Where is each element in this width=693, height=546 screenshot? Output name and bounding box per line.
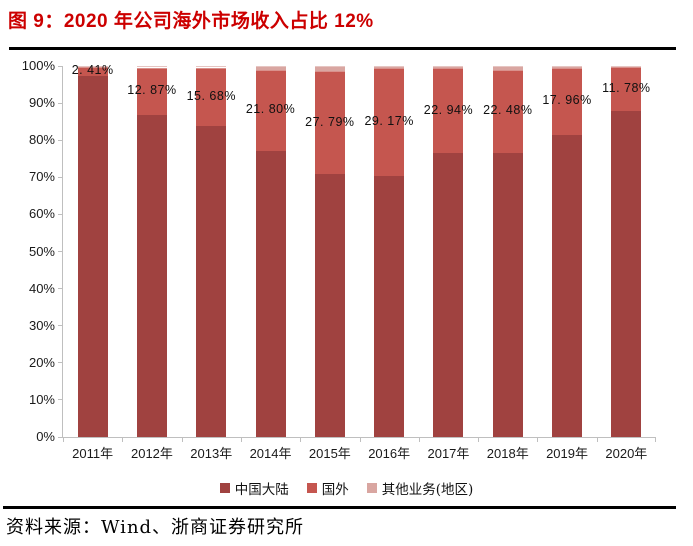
legend-item: 中国大陆: [219, 478, 289, 498]
bar-segment-foreign: [314, 71, 345, 175]
y-tick-label: 40%: [28, 280, 55, 296]
bar-segment-mainland: [611, 110, 642, 437]
bar-segment-foreign: [611, 67, 642, 111]
x-tick-mark: [655, 438, 656, 442]
x-tick-mark: [537, 438, 539, 442]
x-tick-label: 2019年: [546, 446, 588, 461]
y-tick-label: 30%: [28, 317, 55, 333]
legend-swatch-icon: [366, 483, 377, 493]
bar-segment-mainland: [314, 174, 345, 437]
y-tick-label: 70%: [28, 169, 55, 185]
bar-data-label: 27. 79%: [305, 114, 355, 129]
bar-segment-other: [611, 66, 642, 68]
y-tick-label: 50%: [28, 243, 55, 259]
bar-data-label: 22. 94%: [423, 102, 474, 117]
y-tick-mark: [58, 288, 63, 290]
legend-item: 国外: [306, 478, 349, 498]
bar-segment-mainland: [492, 153, 523, 437]
y-tick-label: 60%: [28, 206, 55, 222]
bar-segment-foreign: [374, 68, 405, 177]
y-tick-label: 20%: [28, 354, 55, 370]
y-tick-label: 90%: [28, 95, 55, 111]
bar-segment-other: [255, 66, 286, 70]
y-tick-label: 0%: [36, 429, 55, 444]
bar-segment-foreign: [433, 68, 464, 154]
bar-segment-other: [492, 66, 523, 70]
x-tick-mark: [122, 438, 124, 442]
y-tick-mark: [58, 325, 63, 327]
bar-segment-mainland: [136, 115, 167, 437]
x-tick-label: 2012年: [130, 446, 173, 461]
bar-data-label: 21. 80%: [245, 102, 296, 117]
bar-data-label: 2. 41%: [71, 63, 114, 78]
x-tick-mark: [63, 438, 64, 442]
legend-item: 其他业务(地区): [366, 478, 474, 498]
bar-data-label: 12. 87%: [127, 83, 177, 98]
y-tick-mark: [58, 213, 63, 215]
bottom-divider-rule: [3, 506, 676, 509]
y-tick-mark: [58, 176, 63, 178]
legend-label: 国外: [321, 482, 349, 498]
legend-label: 中国大陆: [234, 482, 289, 498]
x-tick-mark: [359, 438, 361, 442]
y-tick-label: 10%: [28, 391, 55, 407]
x-tick-label: 2017年: [427, 446, 470, 461]
bar-segment-other: [136, 66, 167, 68]
x-tick-mark: [240, 438, 242, 442]
x-tick-mark: [478, 438, 480, 442]
y-tick-mark: [58, 65, 63, 67]
bar-segment-other: [433, 66, 464, 69]
legend-label: 其他业务(地区): [381, 482, 474, 498]
x-tick-mark: [418, 438, 420, 442]
bar-data-label: 11. 78%: [602, 80, 651, 95]
top-divider-rule: [9, 47, 676, 50]
bar-data-label: 17. 96%: [542, 93, 592, 108]
y-tick-mark: [58, 251, 63, 252]
y-tick-mark: [58, 362, 63, 364]
bar-segment-other: [374, 66, 405, 69]
bar-data-label: 15. 68%: [186, 88, 236, 103]
legend-swatch-icon: [219, 483, 230, 493]
bar-segment-mainland: [196, 125, 227, 437]
y-tick-mark: [58, 139, 63, 141]
y-tick-mark: [58, 436, 63, 438]
bar-data-label: 29. 17%: [364, 114, 414, 129]
bar-segment-foreign: [196, 67, 227, 126]
bar-segment-other: [77, 66, 108, 67]
bar-segment-mainland: [433, 153, 464, 437]
x-tick-label: 2011年: [72, 446, 114, 461]
bar-segment-mainland: [77, 75, 108, 437]
x-tick-label: 2020年: [605, 446, 648, 461]
y-tick-mark: [58, 399, 63, 401]
bar-segment-mainland: [552, 134, 583, 437]
bar-segment-other: [196, 66, 227, 68]
bar-segment-foreign: [136, 67, 167, 116]
legend-swatch-icon: [306, 483, 317, 493]
x-tick-label: 2016年: [368, 446, 411, 461]
bar-segment-other: [552, 66, 583, 68]
x-tick-label: 2015年: [308, 446, 351, 461]
y-tick-mark: [58, 102, 63, 104]
bar-segment-mainland: [374, 176, 405, 437]
plot-area: 0% 10% 20% 30% 40% 50% 60% 70% 80% 90% 100% 2. 41%…: [22, 59, 656, 461]
x-tick-label: 2014年: [249, 446, 292, 461]
y-tick-label: 100%: [21, 58, 55, 73]
bar-segment-foreign: [492, 69, 523, 154]
legend: 中国大陆 国外 其他业务(地区): [0, 478, 693, 498]
bar-segment-mainland: [255, 150, 286, 437]
x-tick-label: 2013年: [190, 446, 233, 461]
bar-segment-foreign: [552, 67, 583, 135]
x-tick-mark: [181, 438, 183, 442]
bar-data-label: 22. 48%: [483, 103, 533, 118]
x-tick-mark: [300, 438, 302, 442]
source-note: 资料来源：Wind、浙商证券研究所: [6, 517, 305, 538]
figure-title: 图 9：2020 年公司海外市场收入占比 12%: [8, 11, 374, 32]
bar-segment-other: [314, 66, 345, 72]
x-tick-mark: [596, 438, 598, 442]
bar-segment-foreign: [77, 66, 108, 76]
bar-segment-foreign: [255, 69, 286, 151]
x-tick-label: 2018年: [486, 446, 529, 461]
y-tick-label: 80%: [28, 132, 55, 148]
